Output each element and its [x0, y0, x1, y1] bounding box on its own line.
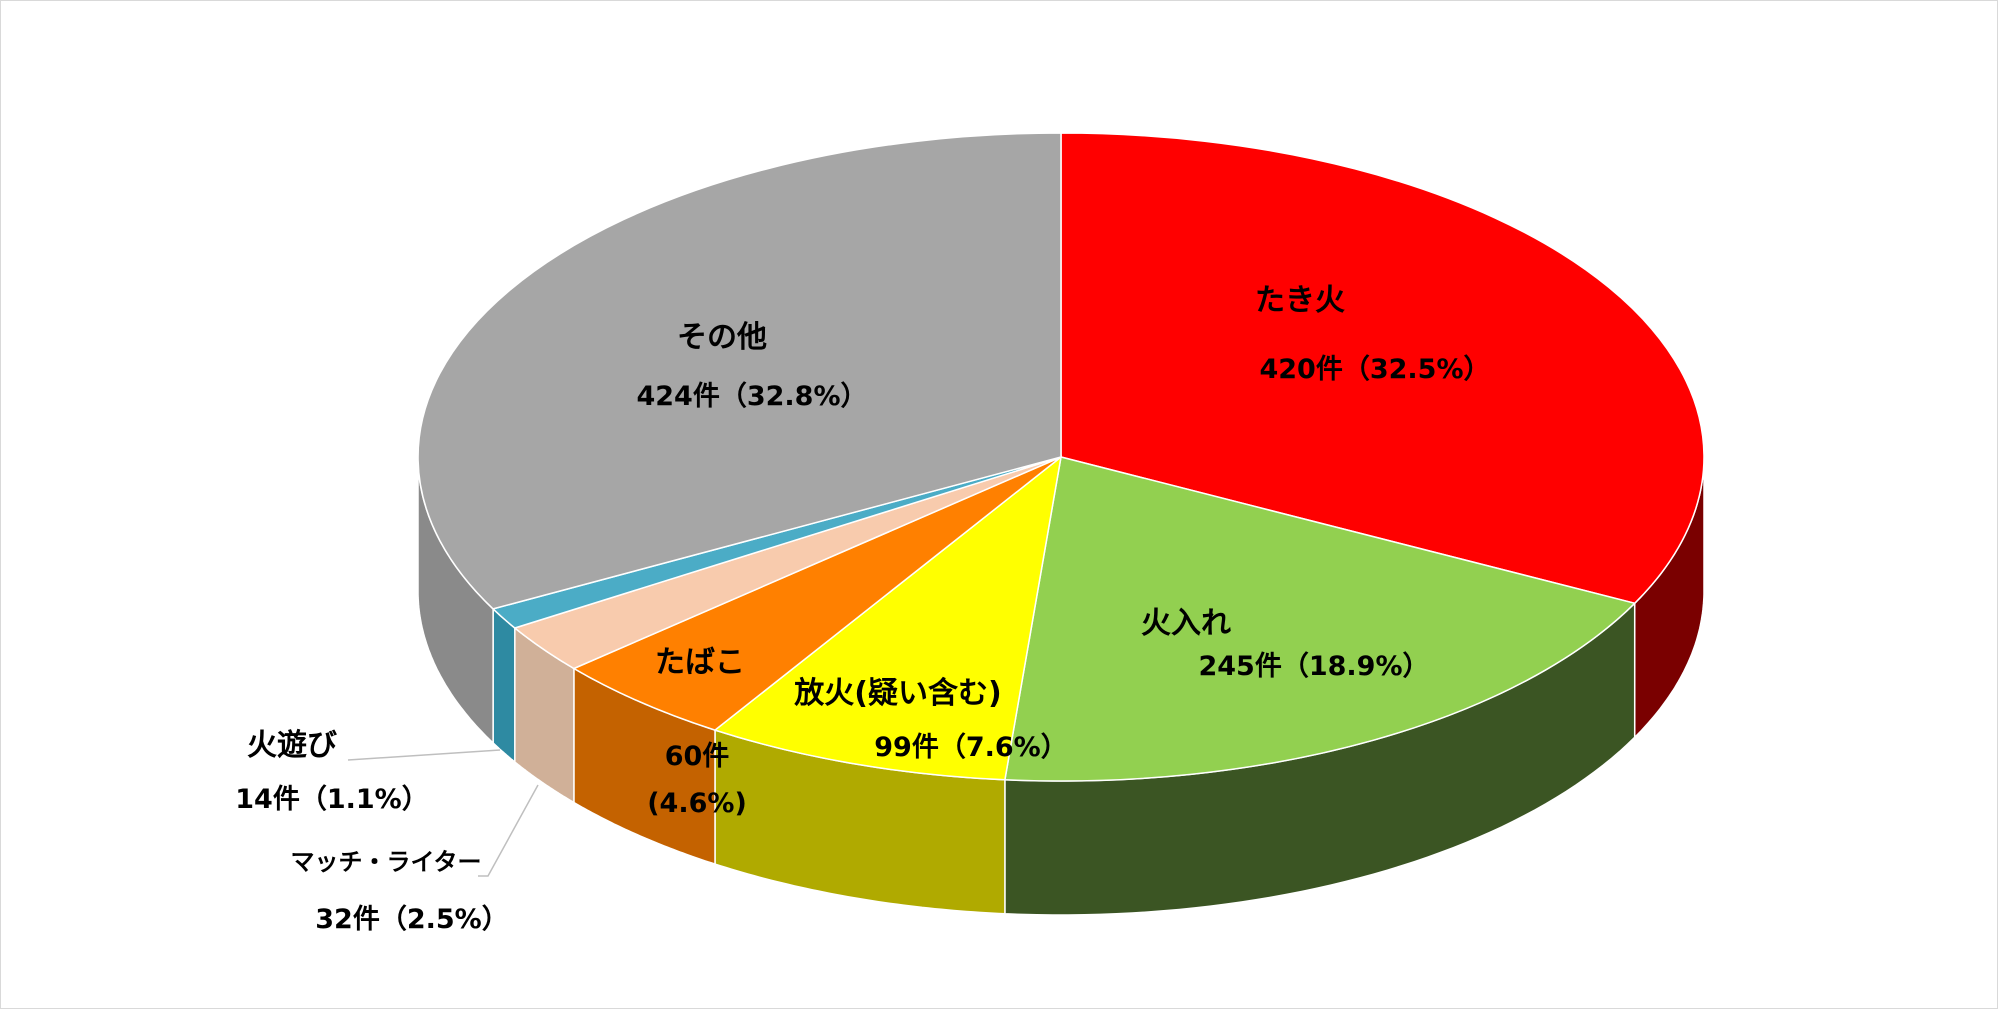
slice-value-tabako-percent: (4.6%) — [647, 788, 747, 819]
pie-slice-houka — [713, 455, 1063, 781]
pie-labels: たき火 420件（32.5%） 火入れ 245件（18.9%） 放火(疑い含む)… — [235, 283, 1490, 935]
slice-label-match-lighter: マッチ・ライター — [290, 848, 481, 876]
slice-value-hiasobi: 14件（1.1%） — [235, 784, 428, 815]
slice-value-tabako-count: 60件 — [665, 741, 730, 772]
pie-slice-takibi — [1060, 132, 1705, 605]
slice-label-houka: 放火(疑い含む) — [793, 676, 1001, 711]
pie-tops — [417, 132, 1705, 782]
slice-value-sonota: 424件（32.8%） — [636, 381, 867, 412]
pie-slice-sonota — [417, 132, 1062, 610]
leader-line-fire-play — [347, 749, 501, 761]
pie-sides — [417, 457, 1705, 916]
slice-label-hiire: 火入れ — [1141, 606, 1231, 641]
slice-value-takibi: 420件（32.5%） — [1259, 354, 1490, 385]
slice-value-hiire: 245件（18.9%） — [1198, 651, 1429, 682]
slice-label-hiasobi: 火遊び — [247, 728, 337, 763]
slice-value-houka: 99件（7.6%） — [874, 732, 1067, 763]
slice-label-sonota: その他 — [677, 320, 767, 355]
leader-line-match-lighter — [478, 784, 539, 877]
leader-lines — [347, 749, 539, 877]
slice-label-takibi: たき火 — [1255, 283, 1345, 318]
pie-slice-hiire — [1004, 456, 1637, 782]
pie-slice-tabako — [572, 456, 1062, 731]
slice-value-match-lighter: 32件（2.5%） — [315, 904, 508, 935]
slice-label-tabako: たばこ — [655, 645, 745, 680]
pie-side-hiasobi — [492, 607, 516, 764]
